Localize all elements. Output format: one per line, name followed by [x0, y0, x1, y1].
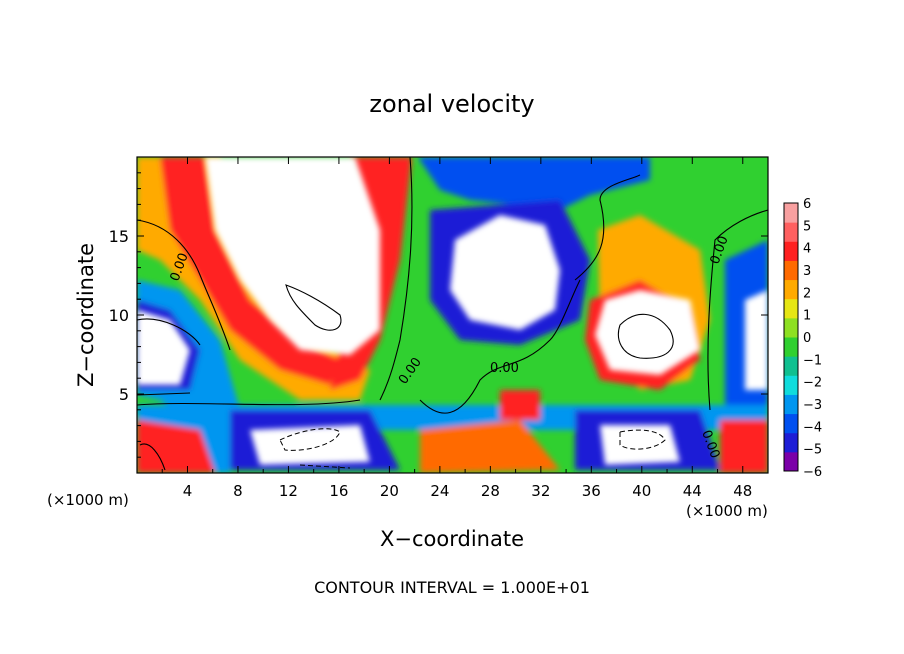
contour-interval-footer: CONTOUR INTERVAL = 1.000E+01: [314, 578, 590, 597]
x-tick-label: 32: [531, 482, 550, 500]
x-tick-label: 16: [329, 482, 348, 500]
x-tick-label: 20: [380, 482, 399, 500]
x-tick-label: 12: [279, 482, 298, 500]
colorbar-swatch: [784, 260, 798, 281]
x-unit-right: (×1000 m): [686, 502, 768, 520]
colorbar-tick-label: 6: [803, 197, 811, 212]
colorbar-swatch: [784, 298, 798, 319]
colorbar-swatch: [784, 203, 798, 223]
colorbar-swatch: [784, 279, 798, 300]
y-tick-label: 10: [109, 306, 129, 325]
colorbar: 6 5 4 3 2 1 0 −1 −2 −3 −4 −5 −6: [783, 197, 822, 480]
colorbar-tick-label: −5: [803, 443, 822, 458]
colorbar-tick-label: 2: [803, 286, 811, 301]
x-tick-label: 4: [183, 482, 193, 500]
colorbar-tick-label: 4: [803, 242, 811, 257]
colorbar-tick-label: −2: [803, 376, 822, 391]
x-tick-label: 28: [481, 482, 500, 500]
colorbar-swatch: [784, 356, 798, 376]
colorbar-swatch: [784, 394, 798, 415]
colorbar-swatch: [784, 222, 798, 242]
x-tick-label: 40: [632, 482, 651, 500]
x-unit-left: (×1000 m): [47, 491, 129, 509]
colorbar-tick-label: −6: [803, 465, 822, 480]
colorbar-swatch: [784, 241, 798, 261]
x-axis-label: X−coordinate: [380, 527, 524, 551]
x-tick-label: 24: [430, 482, 449, 500]
chart-title: zonal velocity: [369, 90, 534, 118]
x-tick-label: 48: [733, 482, 752, 500]
colorbar-tick-label: −1: [803, 353, 822, 368]
colorbar-tick-label: 3: [803, 264, 811, 279]
colorbar-swatch: [784, 337, 798, 357]
y-axis-label: Z−coordinate: [74, 243, 98, 387]
colorbar-swatch: [784, 375, 798, 395]
colorbar-tick-label: −3: [803, 398, 822, 413]
colorbar-tick-label: −4: [803, 420, 822, 435]
y-tick-label: 5: [119, 385, 129, 404]
colorbar-swatch: [784, 451, 798, 472]
x-tick-label: 36: [582, 482, 601, 500]
colorbar-tick-label: 5: [803, 219, 811, 234]
y-tick-label: 15: [109, 227, 129, 246]
colorbar-swatch: [784, 317, 798, 338]
colorbar-swatch: [784, 413, 798, 434]
x-tick-label: 8: [233, 482, 243, 500]
contour-label: 0.00: [490, 361, 519, 376]
colorbar-tick-label: 1: [803, 309, 811, 324]
colorbar-frame: [783, 202, 799, 472]
colorbar-swatch: [784, 432, 798, 453]
x-tick-label: 44: [683, 482, 702, 500]
colorbar-tick-label: 0: [803, 331, 811, 346]
heatmap-field: [137, 157, 768, 473]
